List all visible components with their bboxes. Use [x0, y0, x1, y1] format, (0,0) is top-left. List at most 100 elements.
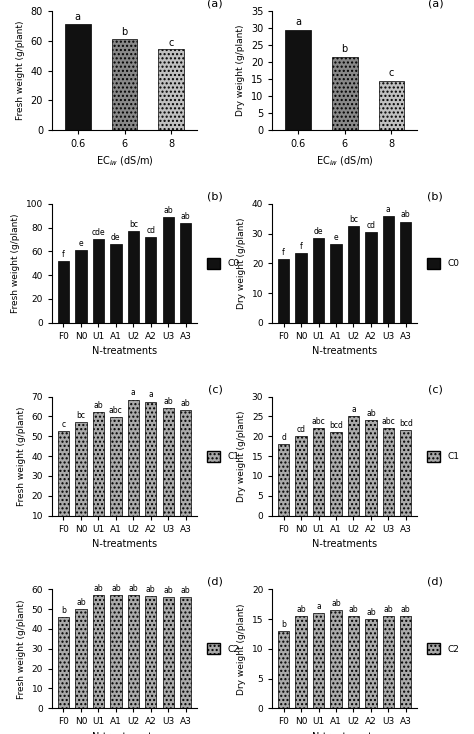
Legend: C0: C0 — [423, 254, 463, 272]
Bar — [379, 81, 404, 130]
Bar — [348, 416, 359, 515]
X-axis label: N-treatments: N-treatments — [92, 539, 157, 549]
Bar — [313, 238, 324, 323]
Y-axis label: Dry weight (g/plant): Dry weight (g/plant) — [236, 25, 245, 116]
Y-axis label: Fresh weight (g/plant): Fresh weight (g/plant) — [16, 21, 25, 120]
Text: b: b — [61, 606, 66, 615]
Text: ab: ab — [181, 211, 191, 221]
Bar — [180, 597, 191, 708]
Text: ab: ab — [76, 598, 86, 607]
Bar — [128, 231, 139, 323]
Bar — [110, 418, 121, 535]
Text: a: a — [131, 388, 136, 397]
Text: ab: ab — [331, 599, 341, 608]
Text: cd: cd — [297, 425, 306, 434]
Text: ab: ab — [128, 584, 138, 593]
Bar — [145, 237, 156, 323]
Text: ab: ab — [164, 397, 173, 407]
Bar — [128, 595, 139, 708]
Bar — [75, 422, 87, 535]
Text: cde: cde — [91, 228, 105, 237]
Bar — [75, 250, 87, 323]
Text: (c): (c) — [428, 384, 443, 394]
Bar — [332, 57, 357, 130]
Text: ab: ab — [401, 605, 410, 614]
Bar — [180, 410, 191, 535]
Y-axis label: Dry weight (g/plant): Dry weight (g/plant) — [237, 217, 246, 309]
Bar — [400, 222, 411, 323]
Text: bc: bc — [349, 215, 358, 224]
X-axis label: N-treatments: N-treatments — [312, 346, 377, 356]
Bar — [110, 595, 121, 708]
Text: ab: ab — [348, 605, 358, 614]
Bar — [110, 244, 121, 323]
Legend: C0: C0 — [203, 254, 243, 272]
Bar — [313, 613, 324, 708]
Text: (d): (d) — [428, 577, 443, 587]
Bar — [163, 408, 174, 535]
Bar — [400, 430, 411, 515]
Bar — [313, 428, 324, 515]
Bar — [58, 432, 69, 535]
Bar — [383, 216, 394, 323]
Text: ab: ab — [296, 605, 306, 614]
Text: a: a — [386, 205, 391, 214]
X-axis label: N-treatments: N-treatments — [92, 732, 157, 734]
Bar — [93, 239, 104, 323]
Text: (c): (c) — [208, 384, 223, 394]
Text: c: c — [389, 68, 394, 78]
Bar — [75, 609, 87, 708]
Text: ab: ab — [401, 211, 410, 219]
Text: abc: abc — [109, 406, 123, 415]
Text: (b): (b) — [207, 192, 223, 201]
Bar — [383, 616, 394, 708]
X-axis label: EC$_{iw}$ (dS/m): EC$_{iw}$ (dS/m) — [96, 155, 154, 168]
Text: f: f — [300, 241, 302, 251]
Text: c: c — [62, 420, 65, 429]
Legend: C2: C2 — [423, 640, 463, 658]
X-axis label: N-treatments: N-treatments — [92, 346, 157, 356]
Bar — [128, 399, 139, 535]
Bar — [295, 616, 307, 708]
Text: bcd: bcd — [329, 421, 343, 430]
Text: ab: ab — [164, 206, 173, 215]
Text: f: f — [62, 250, 65, 259]
Legend: C1: C1 — [203, 447, 243, 465]
Bar — [348, 226, 359, 323]
Bar — [163, 217, 174, 323]
Text: de: de — [111, 233, 120, 242]
Text: cd: cd — [366, 221, 375, 230]
Text: e: e — [334, 233, 338, 241]
Text: ab: ab — [181, 586, 191, 595]
Text: ab: ab — [366, 409, 376, 418]
Legend: C2: C2 — [203, 640, 243, 658]
Text: a: a — [295, 17, 301, 27]
Text: b: b — [121, 27, 128, 37]
Text: ab: ab — [93, 584, 103, 593]
Text: bc: bc — [76, 411, 85, 420]
Bar — [278, 444, 289, 515]
Bar — [145, 401, 156, 535]
Bar — [163, 597, 174, 708]
Bar — [112, 38, 137, 130]
Text: ab: ab — [164, 586, 173, 595]
Bar — [330, 610, 342, 708]
Bar — [58, 617, 69, 708]
Bar — [158, 49, 184, 130]
Bar — [58, 261, 69, 323]
X-axis label: N-treatments: N-treatments — [312, 732, 377, 734]
Text: f: f — [282, 247, 285, 257]
Y-axis label: Fresh weight (g/plant): Fresh weight (g/plant) — [17, 599, 26, 699]
Bar — [278, 259, 289, 323]
Text: abc: abc — [382, 417, 395, 426]
Bar — [365, 421, 376, 515]
Text: de: de — [314, 227, 323, 236]
Bar — [93, 413, 104, 535]
Text: ab: ab — [383, 605, 393, 614]
Bar — [285, 29, 311, 130]
Text: bc: bc — [129, 220, 138, 229]
Bar — [278, 631, 289, 708]
Text: ab: ab — [111, 584, 121, 593]
Bar — [365, 619, 376, 708]
Text: a: a — [316, 602, 321, 611]
